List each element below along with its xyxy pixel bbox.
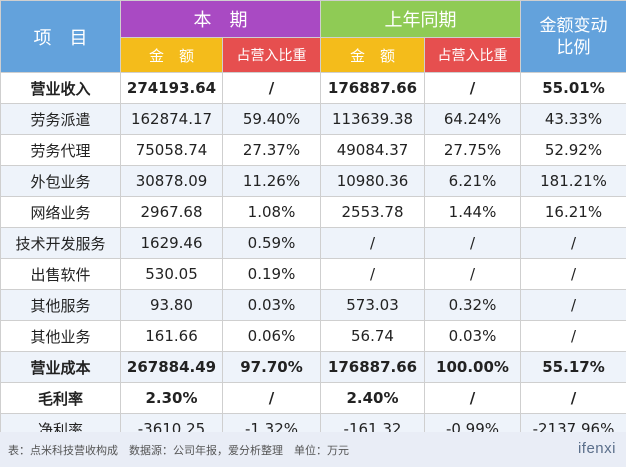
current-amount-cell: 161.66 [120, 320, 223, 352]
current-amount-cell: 274193.64 [120, 72, 223, 104]
header-current-ratio: 占营入比重 [222, 37, 321, 73]
header-previous-ratio: 占营入比重 [424, 37, 521, 73]
revenue-table: 项 目 本 期 上年同期 金额变动 比例 金 额 占营入比重 金 额 占营入比重… [0, 0, 626, 445]
current-amount-cell: 162874.17 [120, 103, 223, 135]
previous-amount-cell: / [320, 227, 425, 259]
current-ratio-cell: / [222, 72, 321, 104]
header-previous-year: 上年同期 [320, 0, 521, 38]
change-ratio-cell: 16.21% [520, 196, 626, 228]
table-row: 营业收入 274193.64/176887.66/55.01% [0, 72, 626, 104]
table-row: 劳务代理 75058.74 27.37% 49084.37 27.75% 52.92% [0, 134, 626, 166]
previous-amount-cell: 113639.38 [320, 103, 425, 135]
current-ratio-cell: 97.70% [222, 351, 321, 383]
current-amount-cell: 1629.46 [120, 227, 223, 259]
previous-amount-cell: 573.03 [320, 289, 425, 321]
table-row: 其他业务 161.66 0.06% 56.74 0.03% / [0, 320, 626, 352]
table-row: 营业成本 267884.49 97.70% 176887.66 100.00% 55.17… [0, 351, 626, 383]
row-label-cell: 出售软件 [0, 258, 121, 290]
change-ratio-cell: / [520, 258, 626, 290]
previous-amount-cell: / [320, 258, 425, 290]
footer-bar: 表：点米科技营收构成 数据源：公司年报，爱分析整理 单位：万元 ifenxi [0, 432, 626, 467]
table-row: 出售软件 530.05 0.19% / / / [0, 258, 626, 290]
table-row: 技术开发服务 1629.46 0.59% / / / [0, 227, 626, 259]
previous-amount-cell: 10980.36 [320, 165, 425, 197]
row-label-cell: 毛利率 [0, 382, 121, 414]
previous-amount-cell: 2.40% [320, 382, 425, 414]
previous-amount-cell: 176887.66 [320, 351, 425, 383]
row-label-cell: 外包业务 [0, 165, 121, 197]
current-ratio-cell: 11.26% [222, 165, 321, 197]
row-label-cell: 营业成本 [0, 351, 121, 383]
current-ratio-cell: 0.03% [222, 289, 321, 321]
previous-ratio-cell: / [424, 227, 521, 259]
table-row: 其他服务 93.80 0.03% 573.03 0.32% / [0, 289, 626, 321]
table-row: 劳务派遣 162874.17 59.40% 113639.38 64.24% 43.33% [0, 103, 626, 135]
row-label-cell: 其他服务 [0, 289, 121, 321]
table-row: 毛利率 2.30%/2.40% / / [0, 382, 626, 414]
header-current-amount: 金 额 [120, 37, 223, 73]
header-change-line1: 金额变动 [539, 15, 608, 36]
current-amount-cell: 75058.74 [120, 134, 223, 166]
previous-ratio-cell: 27.75% [424, 134, 521, 166]
table-row: 网络业务 2967.68 1.08% 2553.78 1.44% 16.21% [0, 196, 626, 228]
current-amount-cell: 530.05 [120, 258, 223, 290]
row-label-cell: 劳务派遣 [0, 103, 121, 135]
current-ratio-cell: 59.40% [222, 103, 321, 135]
row-label-cell: 劳务代理 [0, 134, 121, 166]
change-ratio-cell: 52.92% [520, 134, 626, 166]
change-ratio-cell: / [520, 320, 626, 352]
previous-ratio-cell: / [424, 382, 521, 414]
change-ratio-cell: 55.17% [520, 351, 626, 383]
header-item: 项 目 [0, 0, 121, 73]
previous-ratio-cell: / [424, 72, 521, 104]
header-change-line2: 比例 [556, 37, 591, 58]
current-ratio-cell: 0.19% [222, 258, 321, 290]
header-previous-amount: 金 额 [320, 37, 425, 73]
current-amount-cell: 30878.09 [120, 165, 223, 197]
previous-ratio-cell: / [424, 258, 521, 290]
header-change-ratio: 金额变动 比例 [520, 0, 626, 73]
table-body: 营业收入 274193.64/176887.66/55.01% 劳务派遣 162874… [0, 72, 626, 445]
current-ratio-cell: / [222, 382, 321, 414]
change-ratio-cell: 181.21% [520, 165, 626, 197]
previous-amount-cell: 2553.78 [320, 196, 425, 228]
previous-amount-cell: 49084.37 [320, 134, 425, 166]
previous-ratio-cell: 6.21% [424, 165, 521, 197]
current-ratio-cell: 0.06% [222, 320, 321, 352]
previous-ratio-cell: 0.32% [424, 289, 521, 321]
ifenxi-logo: ifenxi [577, 440, 616, 457]
current-ratio-cell: 1.08% [222, 196, 321, 228]
current-amount-cell: 93.80 [120, 289, 223, 321]
row-label-cell: 技术开发服务 [0, 227, 121, 259]
row-label-cell: 网络业务 [0, 196, 121, 228]
previous-ratio-cell: 1.44% [424, 196, 521, 228]
change-ratio-cell: / [520, 289, 626, 321]
source-caption: 表：点米科技营收构成 数据源：公司年报，爱分析整理 单位：万元 [8, 445, 349, 457]
previous-amount-cell: 56.74 [320, 320, 425, 352]
current-amount-cell: 2967.68 [120, 196, 223, 228]
change-ratio-cell: / [520, 382, 626, 414]
previous-ratio-cell: 64.24% [424, 103, 521, 135]
previous-ratio-cell: 0.03% [424, 320, 521, 352]
change-ratio-cell: 43.33% [520, 103, 626, 135]
previous-ratio-cell: 100.00% [424, 351, 521, 383]
header-current-period: 本 期 [120, 0, 321, 38]
current-amount-cell: 2.30% [120, 382, 223, 414]
row-label-cell: 其他业务 [0, 320, 121, 352]
current-amount-cell: 267884.49 [120, 351, 223, 383]
previous-amount-cell: 176887.66 [320, 72, 425, 104]
current-ratio-cell: 0.59% [222, 227, 321, 259]
current-ratio-cell: 27.37% [222, 134, 321, 166]
change-ratio-cell: 55.01% [520, 72, 626, 104]
change-ratio-cell: / [520, 227, 626, 259]
row-label-cell: 营业收入 [0, 72, 121, 104]
table-row: 外包业务 30878.09 11.26% 10980.36 6.21% 181.21% [0, 165, 626, 197]
